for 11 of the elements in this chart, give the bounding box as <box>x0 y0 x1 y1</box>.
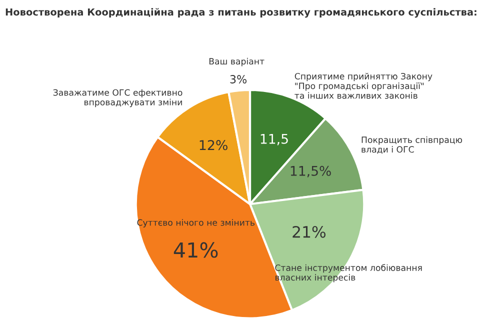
data-label: 12% <box>200 140 228 150</box>
slice-label: Сприятиме прийняттю Закону "Про громадські організації" та інших важливих законів <box>294 72 432 99</box>
chart-title: Новостворена Координаційна рада з питань розвитку громадянського суспільства: <box>6 8 476 18</box>
data-label: 11,5% <box>290 166 331 178</box>
data-label: 3% <box>230 75 247 84</box>
data-label: 11,5 <box>260 134 288 146</box>
slice-label: Покращить співпрацю влади і ОГС <box>362 136 462 154</box>
slice-label: Ваш варіант <box>209 58 264 66</box>
data-label: 21% <box>292 226 326 238</box>
data-label: 41% <box>174 242 218 258</box>
slice-label: Заважатиме ОГС ефективно впроваджувати зміни <box>53 89 182 108</box>
